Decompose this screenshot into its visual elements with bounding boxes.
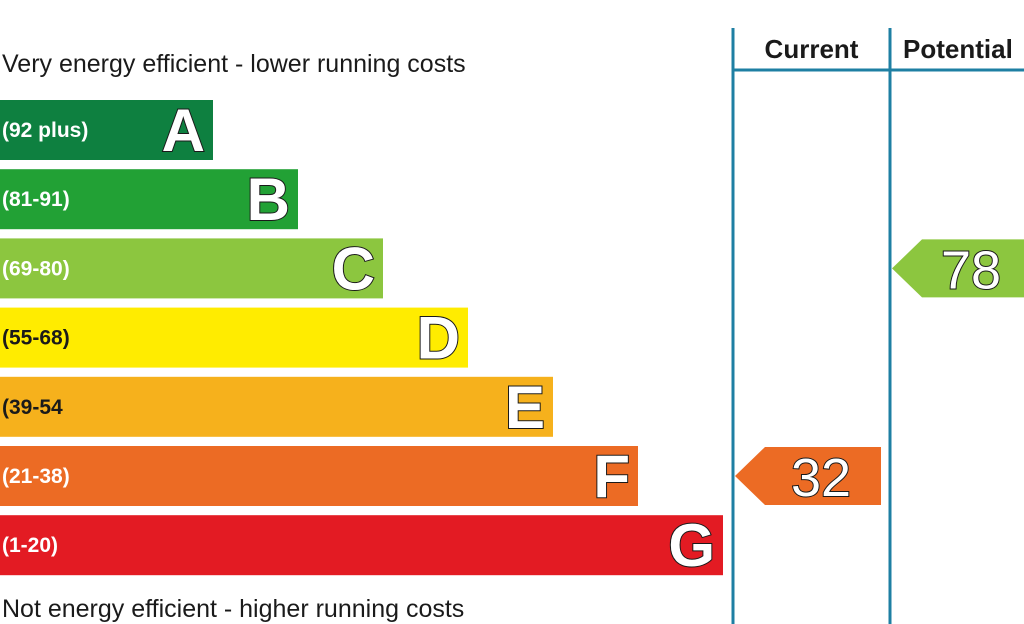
current-header: Current [765, 34, 859, 64]
band-letter: F [593, 443, 630, 510]
band-e: (39-54 E [0, 373, 553, 442]
potential-header: Potential [903, 34, 1013, 64]
band-letter: G [668, 512, 715, 579]
rating-arrow-shape [735, 447, 881, 505]
rating-value: 78 [941, 240, 1001, 300]
band-bar [0, 307, 468, 368]
rating-bands: (92 plus) A(81-91) B(69-80) C(55-68) D(39-54… [0, 96, 723, 580]
band-bar [0, 446, 638, 506]
band-letter: E [505, 374, 545, 441]
band-c: (69-80) C [0, 234, 383, 303]
band-a: (92 plus) A [0, 96, 213, 165]
rating-arrow-shape [892, 239, 1024, 298]
band-letter: C [332, 235, 375, 302]
band-bar [0, 238, 383, 299]
potential-rating-arrow: 78 [892, 239, 1024, 301]
bottom-caption: Not energy efficient - higher running co… [2, 595, 464, 623]
band-f: (21-38) F [0, 442, 638, 511]
column-frame: Current Potential [731, 28, 1024, 624]
band-range-label: (21-38) [2, 465, 70, 488]
rating-value: 32 [791, 448, 851, 508]
band-bar [0, 515, 723, 576]
band-g: (1-20) G [0, 511, 723, 580]
band-letter: B [247, 166, 290, 233]
band-range-label: (92 plus) [2, 119, 88, 142]
band-letter: A [162, 97, 205, 164]
band-range-label: (69-80) [2, 257, 70, 280]
current-rating-arrow: 32 [735, 447, 881, 509]
band-letter: D [417, 305, 460, 372]
band-range-label: (55-68) [2, 327, 70, 350]
band-range-label: (39-54 [2, 396, 63, 419]
band-range-label: (1-20) [2, 534, 58, 557]
band-bar [0, 376, 553, 437]
rating-arrows: 32 78 [735, 239, 1024, 509]
band-b: (81-91) B [0, 165, 298, 234]
band-bar [0, 100, 213, 160]
band-d: (55-68) D [0, 304, 468, 373]
band-bar [0, 169, 298, 230]
band-range-label: (81-91) [2, 188, 70, 211]
top-caption: Very energy efficient - lower running co… [2, 50, 466, 78]
